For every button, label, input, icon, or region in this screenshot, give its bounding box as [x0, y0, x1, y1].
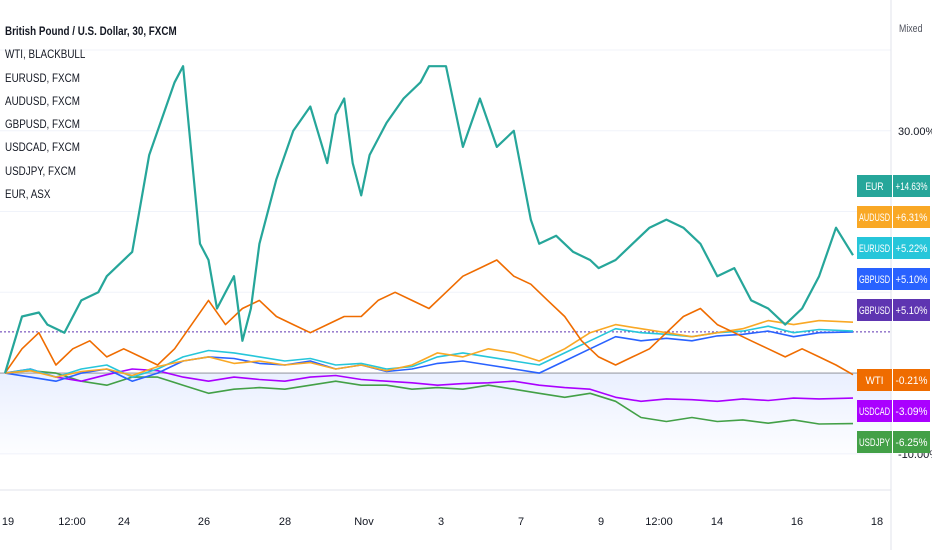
legend-item[interactable]: EURUSD, FXCM [5, 70, 80, 85]
badge-value-bg [893, 237, 930, 259]
legend-item[interactable]: GBPUSD, FXCM [5, 117, 80, 132]
badge-value-bg [893, 206, 930, 228]
legend-item[interactable]: USDCAD, FXCM [5, 140, 80, 155]
badge-label: AUDUSD [859, 212, 890, 224]
legend-item[interactable]: AUDUSD, FXCM [5, 93, 80, 108]
scale-mode-label[interactable]: Mixed [899, 23, 923, 35]
legend: British Pound / U.S. Dollar, 30, FXCM WTI… [5, 20, 214, 206]
badge-label-bg [857, 369, 892, 391]
x-tick-label: 16 [791, 516, 803, 528]
price-badge-eur[interactable]: EUR +14.63% [857, 175, 930, 197]
badge-value-bg [893, 431, 930, 453]
x-tick-label: 9 [598, 516, 604, 528]
badge-label: USDJPY [859, 437, 890, 449]
badge-value: -0.21% [896, 375, 928, 387]
badge-value: +5.22% [896, 243, 928, 255]
legend-item[interactable]: EUR, ASX [5, 187, 51, 202]
badge-label-bg [857, 175, 892, 197]
series-line-eur [3, 65, 854, 374]
badge-label-bg [857, 206, 892, 228]
x-tick-label: 12:00 [58, 516, 86, 528]
y-tick-label: 30.00% [898, 126, 932, 138]
legend-item[interactable]: USDJPY, FXCM [5, 163, 76, 178]
price-badge-gbpusd[interactable]: GBPUSD +5.10% [857, 268, 930, 290]
x-tick-label: 14 [711, 516, 723, 528]
series-line-gbpusd [4, 330, 854, 383]
price-badge-usdjpy[interactable]: USDJPY -6.25% [857, 431, 930, 453]
badge-value: +6.31% [896, 212, 928, 224]
price-badge-wti[interactable]: WTI -0.21% [857, 369, 930, 391]
badge-label: EURUSD [859, 243, 890, 255]
price-badge-gbpusd[interactable]: GBPUSD +5.10% [857, 299, 930, 321]
badge-value-bg [893, 400, 930, 422]
badge-label: WTI [866, 375, 884, 387]
badge-label-bg [857, 268, 892, 290]
price-badge-eurusd[interactable]: EURUSD +5.22% [857, 237, 930, 259]
x-tick-label: 24 [118, 516, 130, 528]
x-tick-label: 18 [871, 516, 883, 528]
x-tick-label: 7 [518, 516, 524, 528]
x-tick-label: Nov [354, 516, 374, 528]
base-area [0, 372, 891, 454]
badge-label-bg [857, 237, 892, 259]
badge-label-bg [857, 431, 892, 453]
x-tick-label: 3 [438, 516, 444, 528]
series-layer [0, 65, 891, 425]
badge-value-bg [893, 175, 930, 197]
badge-layer: EUR +14.63% AUDUSD +6.31% EURUSD +5.22% GBPUSD… [857, 175, 930, 453]
badge-value-bg [893, 369, 930, 391]
badge-label-bg [857, 299, 892, 321]
badge-label: EUR [866, 181, 884, 193]
legend-item[interactable]: WTI, BLACKBULL [5, 47, 86, 62]
badge-value-bg [893, 299, 930, 321]
badge-label: GBPUSD [859, 305, 890, 317]
price-badge-usdcad[interactable]: USDCAD -3.09% [857, 400, 930, 422]
series-line-usdcad [4, 368, 854, 403]
x-tick-label: 19 [2, 516, 14, 528]
x-tick-label: 26 [198, 516, 210, 528]
badge-label: USDCAD [859, 406, 890, 418]
x-tick-label: 12:00 [645, 516, 673, 528]
badge-value: +5.10% [896, 305, 928, 317]
series-line-wti [4, 259, 854, 376]
badge-value-bg [893, 268, 930, 290]
badge-value: +14.63% [896, 181, 928, 193]
badge-label: GBPUSD [859, 274, 890, 286]
base-area-fill [0, 373, 891, 454]
legend-item[interactable]: British Pound / U.S. Dollar, 30, FXCM [5, 24, 177, 38]
x-tick-label: 28 [279, 516, 291, 528]
series-line-audusd [4, 319, 854, 378]
badge-value: -3.09% [896, 406, 928, 418]
badge-value: -6.25% [896, 437, 928, 449]
badge-label-bg [857, 400, 892, 422]
price-badge-audusd[interactable]: AUDUSD +6.31% [857, 206, 930, 228]
badge-value: +5.10% [896, 274, 928, 286]
